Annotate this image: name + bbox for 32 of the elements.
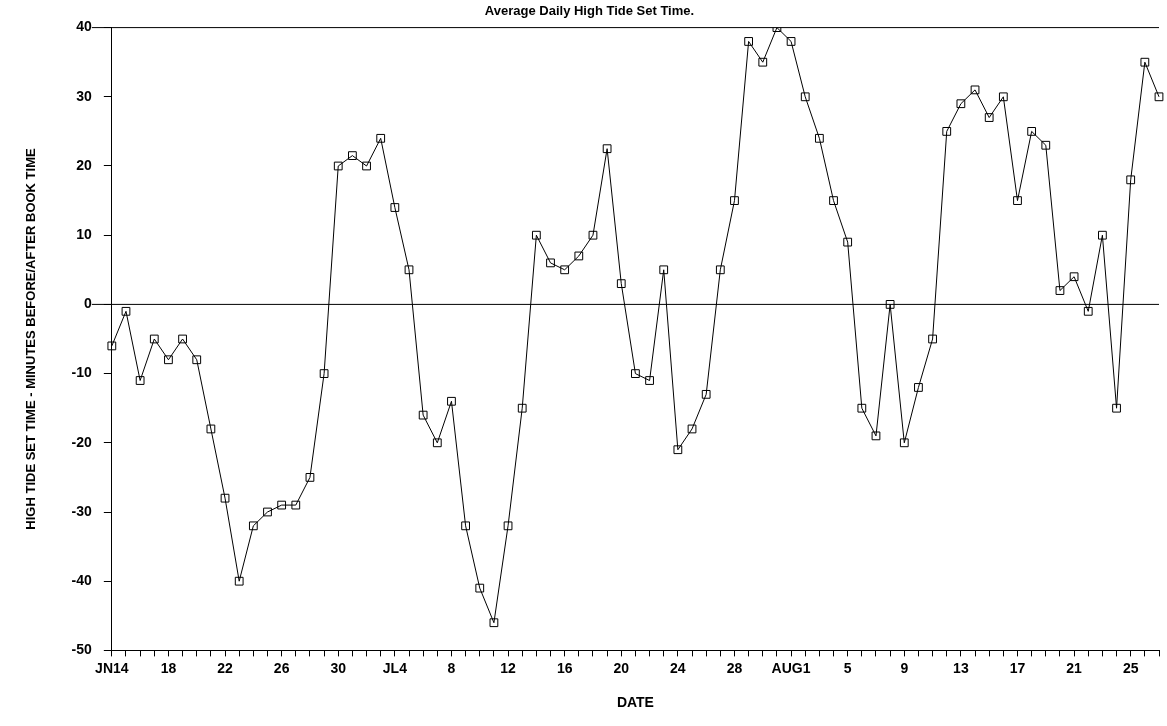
- x-tick-label: AUG1: [771, 659, 811, 676]
- x-tick-label: 12: [500, 659, 517, 676]
- y-tick-label: -50: [71, 641, 93, 658]
- x-tick-label: 5: [843, 659, 852, 676]
- y-tick-label: 10: [76, 226, 93, 243]
- x-tick-label: 17: [1009, 659, 1026, 676]
- y-tick-label: -40: [71, 572, 93, 589]
- y-tick-label: 30: [76, 87, 93, 104]
- x-tick-label: JN14: [95, 659, 129, 676]
- x-tick-label: 22: [217, 659, 234, 676]
- x-tick-label: 30: [330, 659, 347, 676]
- y-tick-label: 20: [76, 156, 93, 173]
- x-axis-title: DATE: [616, 694, 654, 711]
- x-tick-label: 8: [447, 659, 456, 676]
- x-tick-label: 28: [726, 659, 743, 676]
- x-tick-label: 18: [160, 659, 177, 676]
- x-tick-label: 16: [556, 659, 573, 676]
- x-tick-label: 26: [273, 659, 290, 676]
- y-tick-label: -20: [71, 433, 93, 450]
- x-tick-label: 24: [670, 659, 686, 676]
- y-tick-label: -30: [71, 502, 93, 519]
- x-tick-label: 21: [1066, 659, 1083, 676]
- x-tick-label: 13: [953, 659, 969, 676]
- x-tick-label: 9: [900, 659, 909, 676]
- x-tick-label: 20: [613, 659, 630, 676]
- x-tick-label: JL4: [382, 659, 408, 676]
- x-tick-label: 25: [1122, 659, 1139, 676]
- chart-title: Average Daily High Tide Set Time.: [484, 3, 695, 19]
- y-tick-label: 40: [76, 18, 93, 35]
- y-axis-title: HIGH TIDE SET TIME - MINUTES BEFORE/AFTER BOOK TIME: [23, 148, 39, 530]
- y-tick-label: 0: [84, 295, 93, 312]
- y-tick-label: -10: [71, 364, 93, 381]
